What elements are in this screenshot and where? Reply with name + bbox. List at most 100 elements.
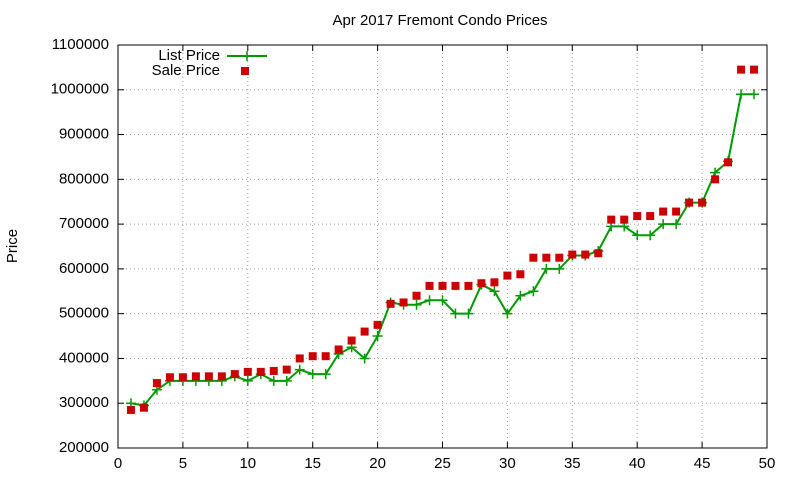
legend-label: List Price	[158, 47, 220, 64]
y-tick-label: 800000	[59, 170, 109, 187]
point-marker	[437, 295, 448, 306]
y-tick-label: 300000	[59, 394, 109, 411]
y-tick-label: 900000	[59, 126, 109, 143]
point-marker	[268, 375, 279, 386]
y-axis-label: Price	[4, 229, 21, 263]
y-tick-label: 400000	[59, 349, 109, 366]
point-marker	[204, 372, 213, 381]
point-marker	[372, 331, 383, 342]
point-marker	[632, 230, 643, 241]
y-tick-label: 600000	[59, 260, 109, 277]
point-marker	[294, 364, 305, 375]
point-marker	[503, 271, 512, 280]
point-marker	[633, 212, 642, 221]
point-marker	[542, 253, 551, 262]
point-marker	[607, 215, 616, 224]
y-tick-label: 1100000	[52, 36, 109, 53]
point-marker	[749, 89, 760, 100]
point-marker	[347, 336, 356, 345]
x-tick-label: 50	[759, 455, 776, 472]
point-marker	[658, 219, 669, 230]
point-marker	[242, 375, 253, 386]
point-marker	[568, 250, 577, 259]
point-marker	[295, 354, 304, 363]
point-marker	[165, 373, 174, 382]
x-tick-label: 45	[694, 455, 711, 472]
point-marker	[645, 230, 656, 241]
point-marker	[477, 279, 486, 288]
point-marker	[555, 253, 564, 262]
point-marker	[360, 327, 369, 336]
point-marker	[217, 372, 226, 381]
point-marker	[281, 375, 292, 386]
point-marker	[373, 320, 382, 329]
point-marker	[737, 65, 746, 74]
point-marker	[308, 352, 317, 361]
point-marker	[411, 299, 422, 310]
point-marker	[528, 286, 539, 297]
x-tick-label: 40	[629, 455, 646, 472]
x-tick-label: 15	[304, 455, 321, 472]
point-marker	[282, 365, 291, 374]
x-tick-label: 5	[179, 455, 187, 472]
point-marker	[425, 281, 434, 290]
point-marker	[191, 372, 200, 381]
legend-marker	[241, 67, 249, 75]
point-marker	[152, 379, 161, 388]
point-marker	[359, 353, 370, 364]
point-marker	[646, 212, 655, 221]
point-marker	[659, 207, 668, 216]
point-marker	[724, 158, 733, 167]
x-tick-label: 20	[369, 455, 386, 472]
x-tick-label: 0	[114, 455, 122, 472]
point-marker	[438, 281, 447, 290]
point-marker	[269, 366, 278, 375]
point-marker	[139, 403, 148, 412]
point-marker	[412, 291, 421, 300]
point-marker	[711, 175, 720, 184]
point-marker	[450, 308, 461, 319]
point-marker	[541, 263, 552, 274]
legend-label: Sale Price	[152, 62, 220, 79]
point-marker	[256, 367, 265, 376]
x-tick-label: 25	[434, 455, 451, 472]
x-tick-label: 35	[564, 455, 581, 472]
point-marker	[502, 308, 513, 319]
point-marker	[594, 249, 603, 258]
point-marker	[698, 198, 707, 207]
point-marker	[320, 369, 331, 380]
point-marker	[490, 278, 499, 287]
point-marker	[581, 250, 590, 259]
point-marker	[178, 373, 187, 382]
point-marker	[464, 281, 473, 290]
point-marker	[489, 286, 500, 297]
point-marker	[672, 207, 681, 216]
point-marker	[671, 219, 682, 230]
point-marker	[529, 253, 538, 262]
point-marker	[126, 405, 135, 414]
point-marker	[736, 89, 747, 100]
point-marker	[399, 298, 408, 307]
point-marker	[386, 299, 395, 308]
point-marker	[750, 65, 759, 74]
point-marker	[685, 198, 694, 207]
point-marker	[515, 290, 526, 301]
point-marker	[424, 295, 435, 306]
point-marker	[620, 215, 629, 224]
point-marker	[307, 369, 318, 380]
plot-frame	[117, 44, 768, 449]
point-marker	[516, 270, 525, 279]
chart-title: Apr 2017 Fremont Condo Prices	[332, 12, 547, 29]
y-tick-label: 700000	[59, 215, 109, 232]
point-marker	[554, 263, 565, 274]
x-tick-label: 30	[499, 455, 516, 472]
y-tick-label: 500000	[59, 305, 109, 322]
point-marker	[451, 281, 460, 290]
x-tick-label: 10	[239, 455, 256, 472]
y-tick-label: 200000	[59, 439, 109, 456]
point-marker	[334, 345, 343, 354]
y-tick-label: 1000000	[51, 81, 109, 98]
point-marker	[230, 370, 239, 379]
